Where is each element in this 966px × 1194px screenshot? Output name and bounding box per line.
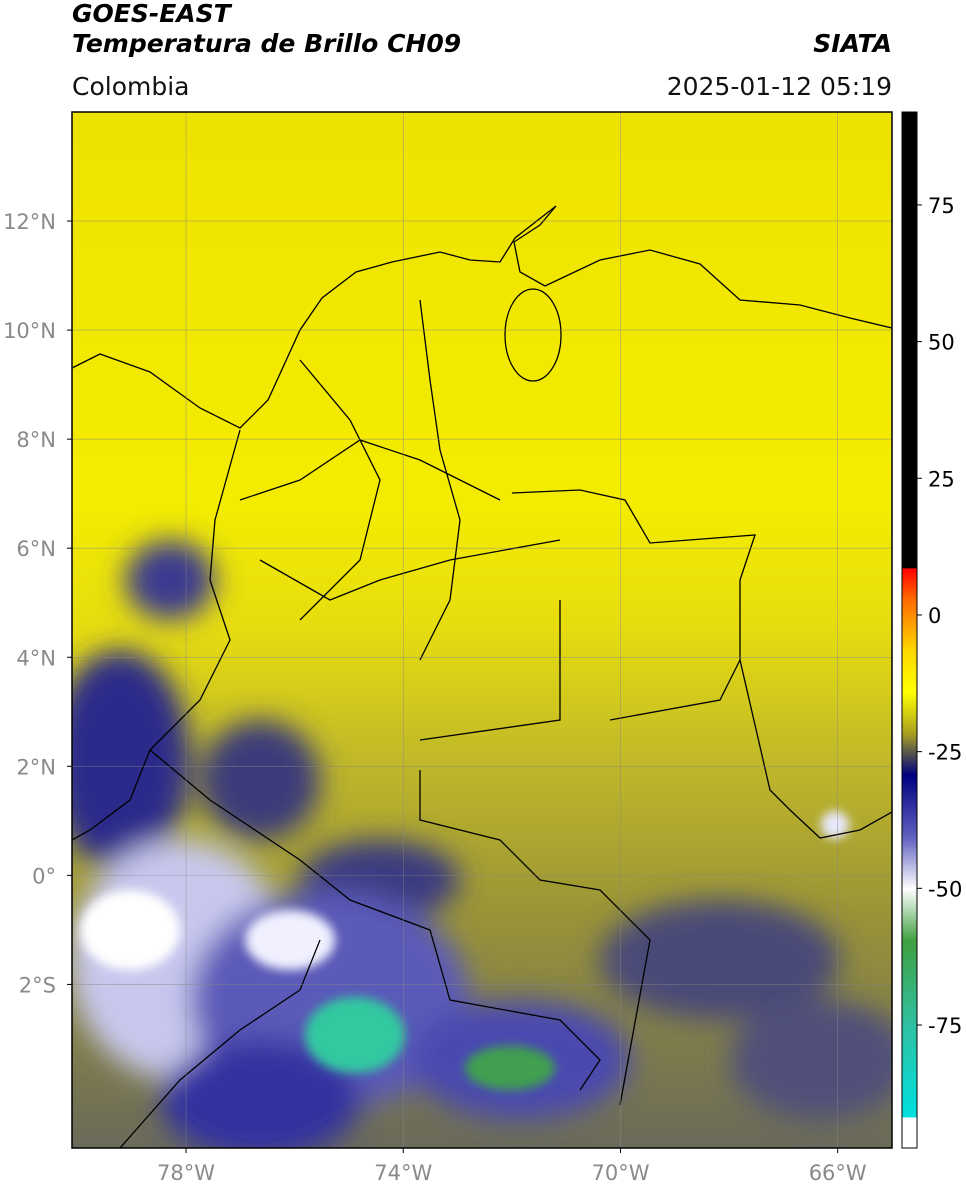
border xyxy=(149,749,601,1091)
y-tick-label: 4°N xyxy=(16,646,56,670)
border xyxy=(511,489,892,839)
y-tick-label: 12°N xyxy=(3,210,56,234)
colorbar-tick-label: -25 xyxy=(928,741,962,765)
y-tick-label: 0° xyxy=(32,864,56,888)
subtitle: Temperatura de Brillo CH09 xyxy=(72,29,461,58)
x-tick-label: 78°W xyxy=(157,1161,215,1185)
y-tick-label: 10°N xyxy=(3,319,56,343)
y-tick-label: 6°N xyxy=(16,537,56,561)
satellite-image xyxy=(72,112,892,1148)
border xyxy=(119,939,321,1148)
department-borders xyxy=(239,299,741,741)
title: GOES-EAST xyxy=(72,0,233,28)
colorbar-tick-label: 0 xyxy=(928,604,941,628)
border xyxy=(419,770,651,1106)
colorbar-tick-label: 25 xyxy=(928,467,955,491)
colorbar-tick-label: -75 xyxy=(928,1014,962,1038)
coastline xyxy=(72,205,892,429)
lake xyxy=(504,288,562,382)
x-tick-label: 66°W xyxy=(809,1161,867,1185)
region: Colombia xyxy=(72,72,189,101)
colorbar xyxy=(901,111,918,1149)
x-tick-label: 70°W xyxy=(591,1161,649,1185)
source: SIATA xyxy=(813,29,892,58)
coastline xyxy=(72,429,241,841)
datetime: 2025-01-12 05:19 xyxy=(667,72,892,101)
colorbar-tick-label: -50 xyxy=(928,877,962,901)
colorbar-tick-label: 75 xyxy=(928,194,955,218)
x-tick-label: 74°W xyxy=(374,1161,432,1185)
y-tick-label: 8°N xyxy=(16,428,56,452)
y-tick-label: 2°N xyxy=(16,755,56,779)
map-frame xyxy=(71,111,893,1149)
colorbar-tick-label: 50 xyxy=(928,331,955,355)
y-tick-label: 2°S xyxy=(19,973,56,997)
